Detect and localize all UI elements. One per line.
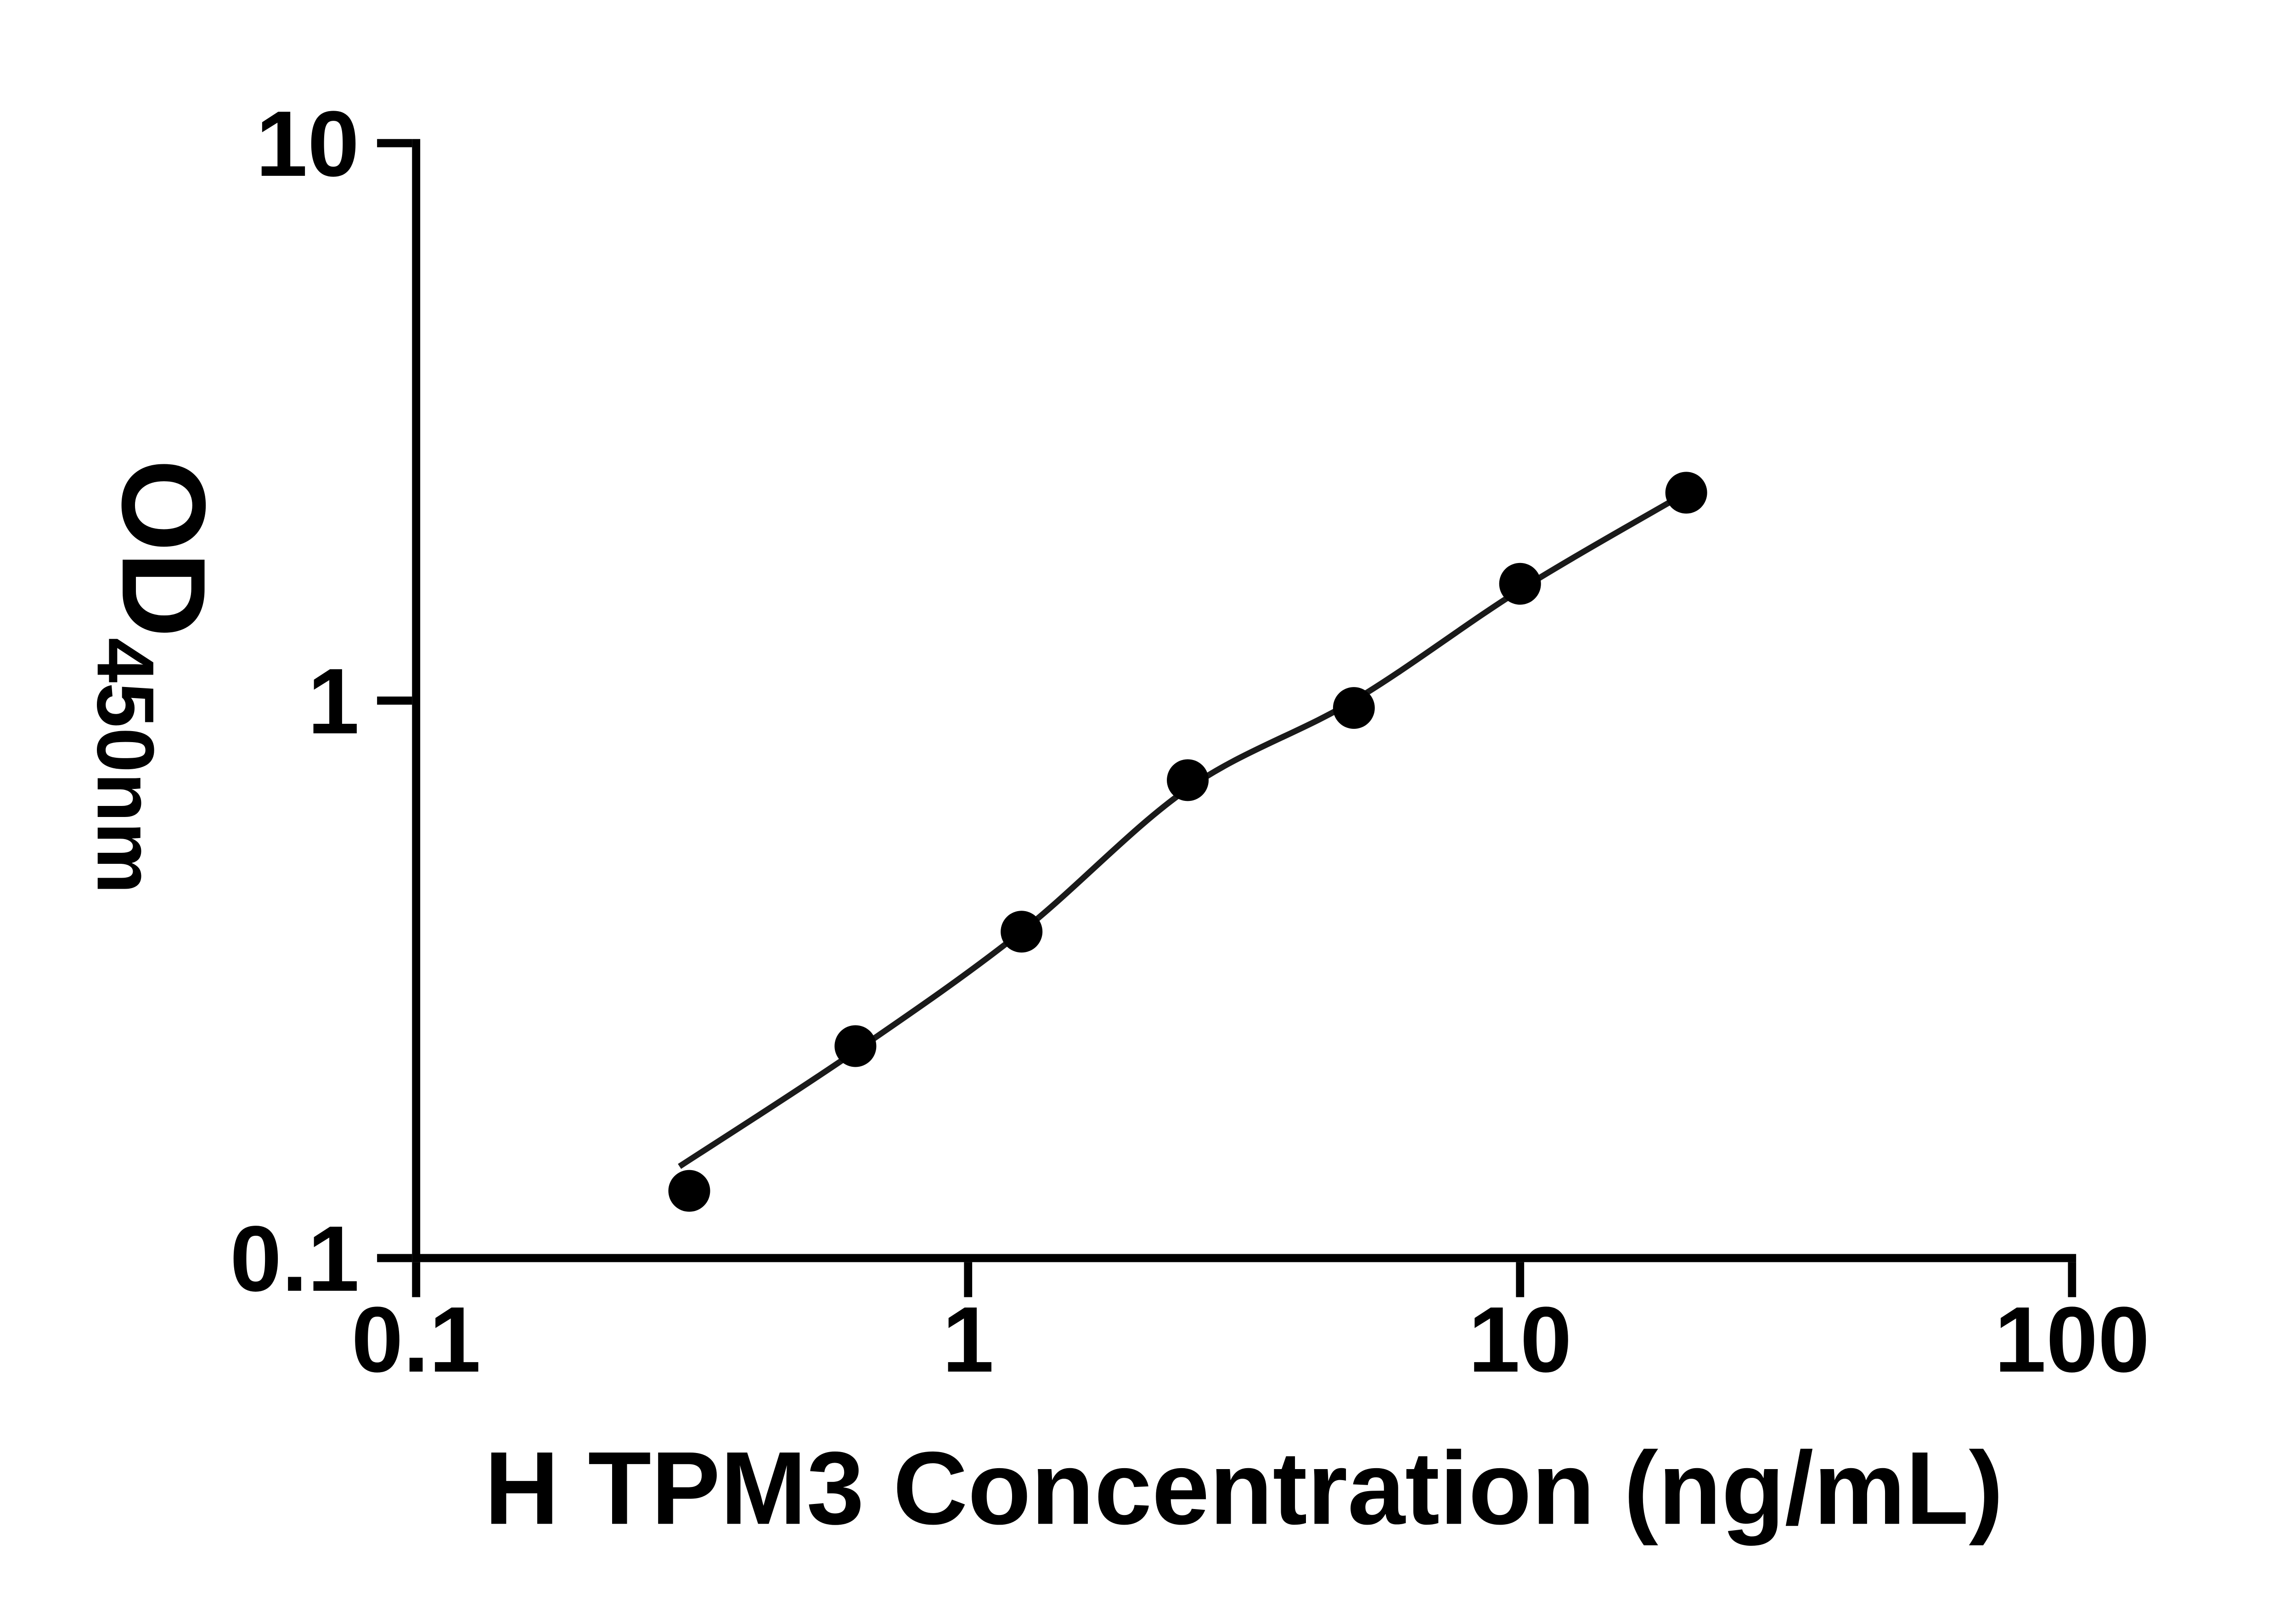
y-axis-title-sub: 450nm (80, 638, 170, 894)
plot-area (668, 472, 1707, 1212)
axes: 0.1 1 10 100 0.1 1 10 (230, 91, 2150, 1391)
x-tick-label: 1 (942, 1287, 994, 1391)
data-point (1665, 472, 1707, 514)
x-tick-label: 0.1 (351, 1287, 481, 1391)
x-tick-label: 100 (1994, 1287, 2150, 1391)
data-point (834, 1025, 877, 1067)
axis-spines (412, 139, 2077, 1262)
y-tick-label: 10 (256, 91, 360, 196)
y-axis-title-main: OD (97, 459, 231, 638)
y-tick-label: 0.1 (230, 1206, 360, 1311)
y-axis-title: OD450nm (80, 459, 231, 894)
y-tick-label: 1 (308, 649, 360, 753)
data-point (668, 1170, 710, 1212)
data-point (1167, 759, 1209, 801)
data-point (1001, 911, 1043, 953)
data-point (1333, 687, 1375, 729)
x-axis-title: H TPM3 Concentration (ng/mL) (484, 1430, 2003, 1546)
x-tick-label: 10 (1468, 1287, 1572, 1391)
data-point (1499, 563, 1541, 605)
